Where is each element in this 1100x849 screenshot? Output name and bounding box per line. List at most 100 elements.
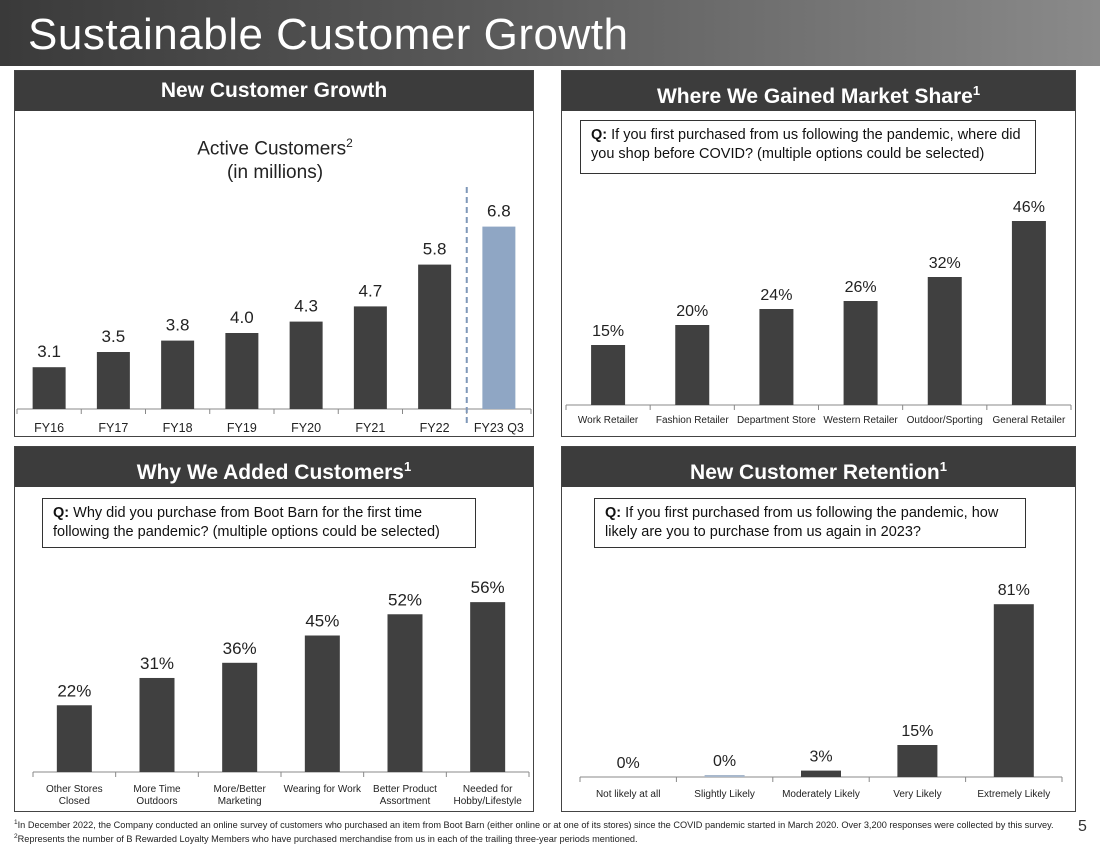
panel-new-customer-growth: New Customer Growth Active Customers2 (i… [14,70,534,437]
panel-header-why: Why We Added Customers1 [15,447,533,487]
growth-subtitle: Active Customers2 (in millions) [145,131,405,185]
market-q-label: Q: [591,127,608,143]
retention-category-label: Very Likely [893,789,941,800]
why-data-label: 22% [57,681,91,700]
page-number: 5 [1078,818,1087,835]
why-category-label: Needed for [463,784,513,795]
footnote-text-2: Represents the number of B Rewarded Loya… [17,834,638,845]
growth-category-label: FY17 [98,421,128,435]
retention-bar [801,770,841,777]
growth-data-label: 4.3 [294,297,318,316]
why-q-label: Q: [53,505,70,521]
retention-data-label: 15% [901,723,933,740]
why-category-label: Hobby/Lifestyle [453,796,522,807]
footnote-mark-1: 1 [14,819,18,826]
why-category-label: Marketing [218,796,262,807]
growth-data-label: 4.0 [230,308,254,327]
retention-question-box: Q: If you first purchased from us follow… [594,498,1026,548]
market-bar [675,325,710,405]
market-data-label: 15% [592,323,624,340]
market-bar [927,277,962,405]
footnote-text-1: In December 2022, the Company conducted … [17,820,1054,831]
market-category-label: Western Retailer [823,415,898,426]
growth-data-label: 3.5 [102,327,126,346]
why-data-label: 31% [140,654,174,673]
why-category-label: Closed [59,796,90,807]
growth-category-label: FY21 [355,421,385,435]
market-question-box: Q: If you first purchased from us follow… [580,120,1036,174]
why-bar [56,705,92,772]
why-data-label: 36% [223,639,257,658]
why-bar [304,635,340,772]
chart-growth: 3.1 FY16 3.5 FY17 3.8 FY18 4.0 FY19 4.3 FY20 4.7 FY… [16,187,532,435]
retention-category-label: Slightly Likely [694,789,755,800]
panel-header-retention-text: New Customer Retention [690,461,940,484]
retention-bar [897,745,938,777]
growth-data-label: 3.1 [37,342,61,361]
growth-bar [96,352,130,409]
growth-subtitle-sup: 2 [346,136,353,150]
why-category-label: Assortment [380,796,431,807]
panel-header-market-sup: 1 [972,83,981,98]
panel-retention: New Customer Retention1 Q: If you first … [561,446,1076,812]
growth-subtitle-line1: Active Customers [197,138,347,160]
chart-retention: 0% Not likely at all 0% Slightly Likely 3% Mo… [579,582,1063,800]
why-data-label: 45% [305,612,339,631]
why-bar [222,662,258,772]
growth-subtitle-line2: (in millions) [226,162,324,184]
growth-data-label: 6.8 [487,202,511,221]
why-data-label: 56% [471,578,505,597]
retention-category-label: Not likely at all [596,789,660,800]
retention-question-text: If you first purchased from us following… [605,505,999,540]
panel-why-added: Why We Added Customers1 Q: Why did you p… [14,446,534,812]
market-data-label: 46% [1013,199,1045,216]
panel-header-retention-sup: 1 [939,459,947,474]
growth-data-label: 3.8 [166,316,190,335]
market-data-label: 20% [676,303,708,320]
market-category-label: Department Store [737,415,816,426]
market-category-label: Outdoor/Sporting [907,415,983,426]
growth-bar [225,333,259,409]
page-title: Sustainable Customer Growth [28,10,629,59]
growth-data-label: 5.8 [423,240,447,259]
panel-header-why-sup: 1 [403,459,412,474]
why-question-box: Q: Why did you purchase from Boot Barn f… [42,498,476,548]
growth-category-label: FY19 [227,421,257,435]
growth-bar [353,306,387,409]
why-bar [139,677,175,772]
why-category-label: More Time [133,784,181,795]
market-category-label: General Retailer [993,415,1066,426]
retention-category-label: Moderately Likely [782,789,860,800]
market-data-label: 24% [760,287,792,304]
panel-header-growth-text: New Customer Growth [160,79,388,102]
retention-bar [993,604,1034,777]
footnote-mark-2: 2 [14,833,18,841]
growth-bar [482,226,516,409]
why-bar [470,602,506,772]
panel-header-market: Where We Gained Market Share1 [562,71,1075,111]
growth-bar [161,340,195,409]
retention-data-label: 81% [998,582,1030,599]
why-data-label: 52% [388,590,422,609]
why-category-label: More/Better [214,784,267,795]
market-bar [591,345,626,405]
retention-category-label: Extremely Likely [977,789,1050,800]
why-bar [387,614,423,772]
panel-header-market-text: Where We Gained Market Share [656,85,973,108]
why-category-label: Other Stores [46,784,103,795]
market-question-text: If you first purchased from us following… [591,127,1021,162]
growth-bar [289,321,323,409]
growth-category-label: FY22 [420,421,450,435]
growth-category-label: FY20 [291,421,321,435]
market-bar [843,301,878,405]
growth-category-label: FY16 [34,421,64,435]
panel-header-why-text: Why We Added Customers [136,461,404,484]
market-data-label: 32% [929,255,961,272]
why-category-label: Wearing for Work [284,784,362,795]
market-bar [759,309,794,405]
market-category-label: Work Retailer [578,415,639,426]
retention-data-label: 0% [713,753,736,770]
retention-data-label: 3% [809,749,832,766]
why-category-label: Outdoors [136,796,177,807]
